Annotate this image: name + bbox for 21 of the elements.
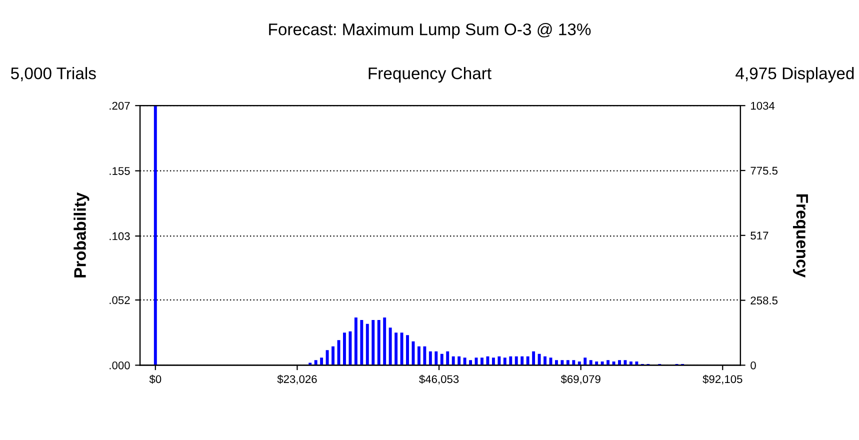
text: 4,975 Displayed: [736, 67, 854, 83]
y2-tick-label: 517: [750, 232, 768, 240]
x-tick-label: $92,105: [702, 374, 742, 384]
y-axis-title: Probability: [74, 192, 90, 278]
y-tick-label: .155: [110, 167, 130, 175]
x-tick-label: $0: [149, 374, 162, 384]
y2-axis-title: Frequency: [793, 194, 808, 278]
x-tick-label: $46,053: [419, 374, 459, 384]
y2-tick-label: 0: [750, 361, 756, 370]
chart-subtitle: Frequency Chart: [368, 67, 492, 83]
y2-tick-label: 1034: [751, 102, 775, 110]
y-tick-label: .103: [110, 232, 130, 240]
y2-tick-label: 258.5: [750, 296, 778, 304]
y-tick-label: .207: [110, 102, 130, 110]
y-tick-label: .000: [110, 361, 130, 370]
x-tick-label: $69,079: [560, 374, 600, 384]
text: 5,000 Trials: [10, 67, 96, 82]
chart-title: Forecast: Maximum Lump Sum O-3 @ 13%: [269, 23, 591, 39]
y2-tick-label: 775.5: [750, 166, 778, 175]
y-tick-label: .052: [110, 296, 130, 304]
x-tick-label: $23,026: [277, 374, 317, 384]
